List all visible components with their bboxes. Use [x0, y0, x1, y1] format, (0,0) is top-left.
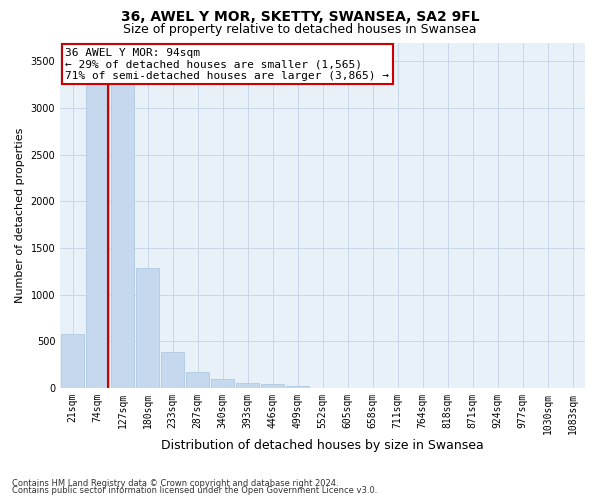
- Bar: [211, 379, 234, 388]
- X-axis label: Distribution of detached houses by size in Swansea: Distribution of detached houses by size …: [161, 440, 484, 452]
- Bar: [111, 76, 134, 388]
- Bar: [236, 383, 259, 388]
- Bar: [286, 386, 309, 388]
- Text: Contains public sector information licensed under the Open Government Licence v3: Contains public sector information licen…: [12, 486, 377, 495]
- Bar: [186, 372, 209, 388]
- Text: Contains HM Land Registry data © Crown copyright and database right 2024.: Contains HM Land Registry data © Crown c…: [12, 478, 338, 488]
- Bar: [61, 334, 84, 388]
- Text: Size of property relative to detached houses in Swansea: Size of property relative to detached ho…: [123, 22, 477, 36]
- Text: 36 AWEL Y MOR: 94sqm
← 29% of detached houses are smaller (1,565)
71% of semi-de: 36 AWEL Y MOR: 94sqm ← 29% of detached h…: [65, 48, 389, 81]
- Bar: [261, 384, 284, 388]
- Bar: [86, 72, 109, 388]
- Bar: [136, 268, 159, 388]
- Text: 36, AWEL Y MOR, SKETTY, SWANSEA, SA2 9FL: 36, AWEL Y MOR, SKETTY, SWANSEA, SA2 9FL: [121, 10, 479, 24]
- Y-axis label: Number of detached properties: Number of detached properties: [15, 128, 25, 303]
- Bar: [161, 352, 184, 388]
